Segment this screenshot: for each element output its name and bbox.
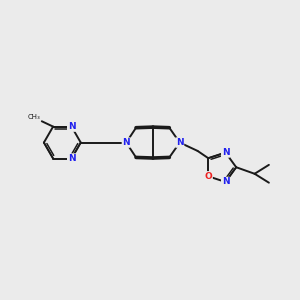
Text: CH₃: CH₃ — [28, 114, 40, 120]
Text: N: N — [222, 177, 229, 186]
Text: N: N — [122, 138, 130, 147]
Text: N: N — [68, 154, 75, 163]
Text: O: O — [204, 172, 212, 181]
Text: N: N — [222, 148, 229, 157]
Text: N: N — [68, 122, 75, 131]
Text: N: N — [176, 138, 184, 147]
